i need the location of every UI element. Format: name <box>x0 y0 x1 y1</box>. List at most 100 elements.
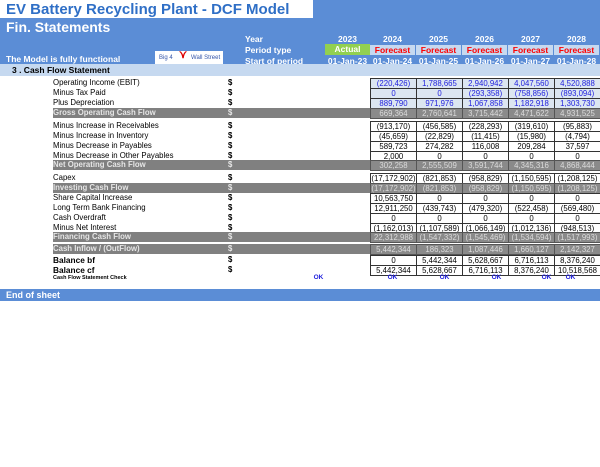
check-ok: OK <box>565 274 576 281</box>
sheet-subtitle: Fin. Statements <box>6 19 111 35</box>
value-cell[interactable]: 4,868,444 <box>554 160 600 171</box>
value-cell[interactable]: 5,442,344 <box>370 244 417 255</box>
row-label: Minus Increase in Inventory <box>53 131 149 140</box>
row-label: Long Term Bank Financing <box>53 203 146 212</box>
value-cell[interactable]: 4,931,525 <box>554 108 600 119</box>
value-cell[interactable]: (1,547,332) <box>416 232 463 243</box>
total-bar <box>53 232 600 242</box>
value-cell[interactable]: 22,312,988 <box>370 232 417 243</box>
value-cell[interactable]: 302,258 <box>370 160 417 171</box>
total-bar <box>53 183 600 193</box>
row-label: Share Capital Increase <box>53 193 133 202</box>
period-type: Forecast <box>462 45 507 55</box>
value-cell[interactable]: 1,087,446 <box>462 244 509 255</box>
value-cell[interactable]: 3,591,744 <box>462 160 509 171</box>
table-row: Minus Decrease in Payables $589,723 274,28… <box>0 141 600 152</box>
currency-symbol: $ <box>228 141 233 150</box>
value-cell[interactable]: 669,364 <box>370 108 417 119</box>
table-row: Gross Operating Cash Flow $669,364 2,760,6… <box>0 108 600 119</box>
year-header: 2027 <box>521 34 540 44</box>
value-cell[interactable]: 2,555,509 <box>416 160 463 171</box>
table-row: Balance cf $5,442,344 5,628,667 6,716,113 8,… <box>0 265 600 276</box>
period-type: Forecast <box>554 45 599 55</box>
table-row: Cash Overdraft $0 0 0 0 0 <box>0 213 600 224</box>
currency-symbol: $ <box>228 78 233 87</box>
logo-text-left: Big 4 <box>159 55 173 61</box>
title-band <box>313 0 600 18</box>
row-label: Minus Increase in Receivables <box>53 121 159 130</box>
value-cell[interactable]: 2,760,641 <box>416 108 463 119</box>
value-cell[interactable]: (1,545,469) <box>462 232 509 243</box>
row-label: Cash Overdraft <box>53 213 106 222</box>
row-label: Investing Cash Flow <box>53 183 129 192</box>
table-row: Operating Income (EBIT) $ (220,426) 1,788,6… <box>0 78 600 89</box>
value-cell[interactable]: (1,534,594) <box>508 232 555 243</box>
year-header: 2026 <box>475 34 494 44</box>
currency-symbol: $ <box>228 88 233 97</box>
table-row: Financing Cash Flow $22,312,988 (1,547,332… <box>0 232 600 243</box>
currency-symbol: $ <box>228 193 233 202</box>
row-label: Minus Decrease in Payables <box>53 141 152 150</box>
header-band <box>0 18 600 64</box>
currency-symbol: $ <box>228 255 233 264</box>
big4-logo: Big 4 ⋎ Wall Street <box>155 49 223 64</box>
check-ok: OK <box>387 274 398 281</box>
table-row: Capex $ (17,172,902) (821,853) (958,829) (1,1… <box>0 173 600 184</box>
value-cell[interactable]: 4,471,622 <box>508 108 555 119</box>
row-label: Financing Cash Flow <box>53 232 131 241</box>
period-type: Forecast <box>416 45 461 55</box>
row-label: Net Operating Cash Flow <box>53 160 146 169</box>
currency-symbol: $ <box>228 121 233 130</box>
table-row: Minus Increase in Receivables $ (913,170)(… <box>0 121 600 132</box>
row-label: Capex <box>53 173 76 182</box>
table-row: Plus Depreciation $889,790 971,976 1,067,85… <box>0 98 600 109</box>
row-label: Plus Depreciation <box>53 98 115 107</box>
currency-symbol: $ <box>228 108 233 117</box>
value-cell[interactable]: 10,518,568 <box>554 265 600 276</box>
check-ok: OK <box>313 274 324 281</box>
table-row: Balance bf $0 5,442,344 5,628,667 6,716,113 8… <box>0 255 600 266</box>
currency-symbol: $ <box>228 98 233 107</box>
table-row: Cash Inflow / (OutFlow) $5,442,344 186,323… <box>0 244 600 255</box>
section-header: 3 . Cash Flow Statement <box>0 64 600 76</box>
start-of-period: 01-Jan-24 <box>372 56 413 66</box>
year-label: Year <box>245 34 263 44</box>
check-ok: OK <box>541 274 552 281</box>
value-cell[interactable]: 186,323 <box>416 244 463 255</box>
value-cell[interactable]: 4,345,316 <box>508 160 555 171</box>
start-period-label: Start of period <box>245 56 304 66</box>
total-bar <box>53 244 600 254</box>
section-title: 3 . Cash Flow Statement <box>12 65 110 75</box>
start-of-period: 01-Jan-25 <box>418 56 459 66</box>
start-of-period: 01-Jan-26 <box>464 56 505 66</box>
value-cell[interactable]: 3,715,442 <box>462 108 509 119</box>
table-row: Share Capital Increase $10,563,750 0 0 0 0 <box>0 193 600 204</box>
table-row: Minus Increase in Inventory $ (45,659) (22,… <box>0 131 600 142</box>
row-label: Minus Decrease in Other Payables <box>53 151 174 160</box>
period-type: Forecast <box>508 45 553 55</box>
check-ok: OK <box>491 274 502 281</box>
currency-symbol: $ <box>228 151 233 160</box>
currency-symbol: $ <box>228 232 233 241</box>
currency-symbol: $ <box>228 203 233 212</box>
value-cell[interactable]: 2,142,327 <box>554 244 600 255</box>
value-cell[interactable]: 1,660,127 <box>508 244 555 255</box>
bird-icon: ⋎ <box>179 49 188 61</box>
currency-symbol: $ <box>228 183 233 192</box>
table-row: Long Term Bank Financing $12,911,250 (439,… <box>0 203 600 214</box>
currency-symbol: $ <box>228 160 233 169</box>
table-row: Minus Tax Paid $0 0 (293,358) (758,856) (893,… <box>0 88 600 99</box>
year-header: 2024 <box>383 34 402 44</box>
row-label: Balance bf <box>53 255 95 265</box>
row-label: Minus Tax Paid <box>53 88 106 97</box>
start-of-period: 01-Jan-28 <box>556 56 597 66</box>
start-of-period: 01-Jan-27 <box>510 56 551 66</box>
end-label: End of sheet <box>6 290 61 300</box>
end-of-sheet: End of sheet <box>0 289 600 301</box>
start-of-period: 01-Jan-23 <box>327 56 368 66</box>
check-ok: OK <box>439 274 450 281</box>
year-header: 2023 <box>338 34 357 44</box>
check-label: Cash Flow Statement Check <box>53 275 127 281</box>
year-header: 2028 <box>567 34 586 44</box>
value-cell[interactable]: (1,517,993) <box>554 232 600 243</box>
